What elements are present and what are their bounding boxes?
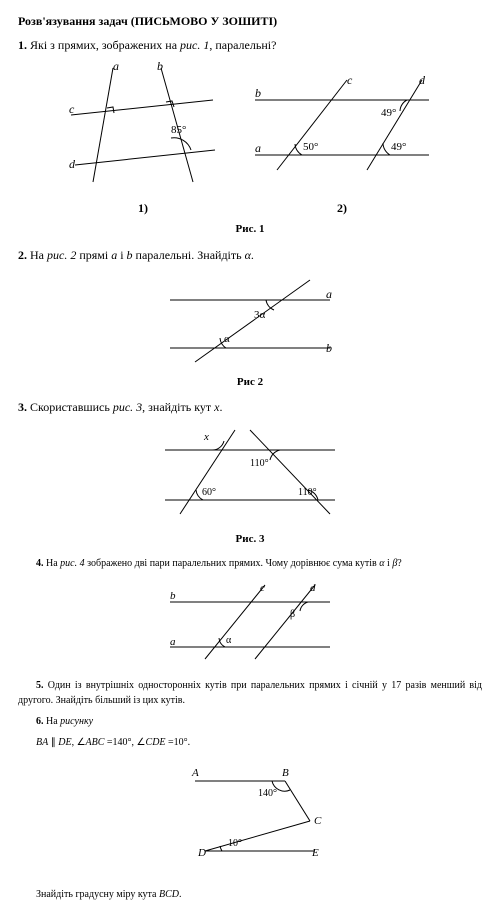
- p6-l2f: =140°, ∠: [104, 737, 145, 748]
- p2-tc: і: [117, 248, 126, 262]
- p1-fig2-wrap: b a c d 50° 49° 49° 2): [247, 70, 437, 217]
- p6-fa: Знайдіть градусну міру кута: [36, 889, 159, 900]
- p4f-beta: β: [290, 609, 295, 620]
- p1f2-c: c: [347, 73, 353, 87]
- p6-l2d: , ∠: [72, 737, 86, 748]
- p5-text: Один із внутрішніх односторонніх кутів п…: [18, 680, 482, 706]
- p1-num: 1.: [18, 38, 27, 52]
- p3f-110b: 110°: [298, 487, 317, 498]
- p1-ris: рис. 1: [180, 38, 209, 52]
- p2f-3a: 3α: [254, 309, 266, 321]
- p4-ris: рис. 4: [60, 558, 84, 569]
- p6-ta: На: [46, 716, 60, 727]
- p1f2-a3: 49°: [381, 107, 396, 119]
- p1-caption: Рис. 1: [18, 221, 482, 238]
- p4f-b: b: [170, 590, 176, 602]
- p2-fig-svg: a b 3α α: [150, 270, 350, 365]
- p1-fig1-wrap: a b c d 85° 1): [63, 60, 223, 217]
- p3-tb: , знайдіть кут: [142, 400, 214, 414]
- p6-l2g: CDE: [146, 737, 166, 748]
- problem-6-line1: 6. На рисунку: [18, 714, 482, 729]
- p2f-a: a: [326, 287, 332, 301]
- p6f-B: B: [282, 767, 289, 779]
- p1-figures: a b c d 85° 1) b: [18, 60, 482, 217]
- p6f-A: A: [191, 767, 199, 779]
- p6-ris: рисунку: [60, 716, 93, 727]
- p3-fig-svg: x 110° 60° 110°: [150, 422, 350, 522]
- p4-num: 4.: [36, 558, 44, 569]
- p1f1-b: b: [157, 60, 163, 73]
- p1f1-c: c: [69, 102, 75, 116]
- p2-ris: рис. 2: [47, 248, 76, 262]
- p1-fig1-svg: a b c d 85°: [63, 60, 223, 190]
- p2f-b: b: [326, 341, 332, 355]
- p2-num: 2.: [18, 248, 27, 262]
- p6f-140: 140°: [258, 788, 277, 799]
- p1-fig2-label: 2): [247, 199, 437, 217]
- problem-3: 3. Скориставшись рис. 3, знайдіть кут x.: [18, 398, 482, 416]
- p1-text-b: , паралельні?: [209, 38, 276, 52]
- p4f-a: a: [170, 636, 176, 648]
- problem-4: 4. На рис. 4 зображено дві пари паралель…: [18, 556, 482, 571]
- p2-tb: прямі: [76, 248, 111, 262]
- p3f-110a: 110°: [250, 458, 269, 469]
- problem-6-line2: BA ∥ DE, ∠ABC =140°, ∠CDE =10°.: [18, 735, 482, 750]
- p6-l2a: BA: [36, 737, 48, 748]
- p4-fig-wrap: b a c d α β: [18, 577, 482, 672]
- p3f-60: 60°: [202, 487, 216, 498]
- p2f-alpha: α: [224, 333, 230, 345]
- p6-num: 6.: [36, 716, 44, 727]
- p4f-d: d: [310, 582, 316, 594]
- p6-l2e: ABC: [86, 737, 105, 748]
- p4-td: ?: [397, 558, 401, 569]
- p2-fig-wrap: a b 3α α: [18, 270, 482, 370]
- p2-td: паралельні. Знайдіть: [133, 248, 245, 262]
- p4-fig-svg: b a c d α β: [160, 577, 340, 667]
- p1f2-a1: 50°: [303, 141, 318, 153]
- p4-ta: На: [46, 558, 60, 569]
- p6f-E: E: [311, 847, 319, 859]
- p1-text-a: Які з прямих, зображених на: [30, 38, 180, 52]
- problem-6-final: Знайдіть градусну міру кута BCD.: [18, 887, 482, 902]
- p6-fb: BCD: [159, 889, 179, 900]
- problem-2: 2. На рис. 2 прямі a і b паралельні. Зна…: [18, 246, 482, 264]
- p2-ta: На: [30, 248, 47, 262]
- p6-l2c: DE: [58, 737, 71, 748]
- p1f2-d: d: [419, 73, 426, 87]
- p1f1-angle: 85°: [171, 124, 186, 136]
- p3-ris: рис. 3: [113, 400, 142, 414]
- p6f-C: C: [314, 815, 322, 827]
- p6-fig-wrap: A B C D E 140° 10°: [18, 756, 482, 881]
- p3-ta: Скориставшись: [30, 400, 113, 414]
- p4-tb: зображено дві пари паралельних прямих. Ч…: [85, 558, 380, 569]
- p3-tc: .: [219, 400, 222, 414]
- p3-num: 3.: [18, 400, 27, 414]
- p1f2-a: a: [255, 141, 261, 155]
- p3-fig-wrap: x 110° 60° 110°: [18, 422, 482, 527]
- p2-caption: Рис 2: [18, 374, 482, 391]
- problem-5: 5. Один із внутрішніх односторонніх куті…: [18, 678, 482, 708]
- p5-num: 5.: [36, 680, 44, 691]
- p1f1-a: a: [113, 60, 119, 73]
- p6f-10: 10°: [228, 838, 242, 849]
- p1f1-d: d: [69, 157, 76, 171]
- problem-1: 1. Які з прямих, зображених на рис. 1, п…: [18, 36, 482, 54]
- p6-fc: .: [179, 889, 182, 900]
- p6-fig-svg: A B C D E 140° 10°: [150, 756, 350, 876]
- p3f-x: x: [203, 431, 209, 443]
- p1f2-b: b: [255, 86, 261, 100]
- p6-l2h: =10°.: [166, 737, 191, 748]
- p1f2-a2: 49°: [391, 141, 406, 153]
- p2-te: .: [251, 248, 254, 262]
- p6-l2b: ∥: [48, 737, 58, 748]
- p4f-alpha: α: [226, 635, 232, 646]
- p4f-c: c: [260, 582, 265, 594]
- p1-fig1-label: 1): [63, 199, 223, 217]
- p6f-D: D: [197, 847, 206, 859]
- p3-caption: Рис. 3: [18, 531, 482, 548]
- page-title: Розв'язування задач (ПИСЬМОВО У ЗОШИТІ): [18, 12, 482, 30]
- p1-fig2-svg: b a c d 50° 49° 49°: [247, 70, 437, 190]
